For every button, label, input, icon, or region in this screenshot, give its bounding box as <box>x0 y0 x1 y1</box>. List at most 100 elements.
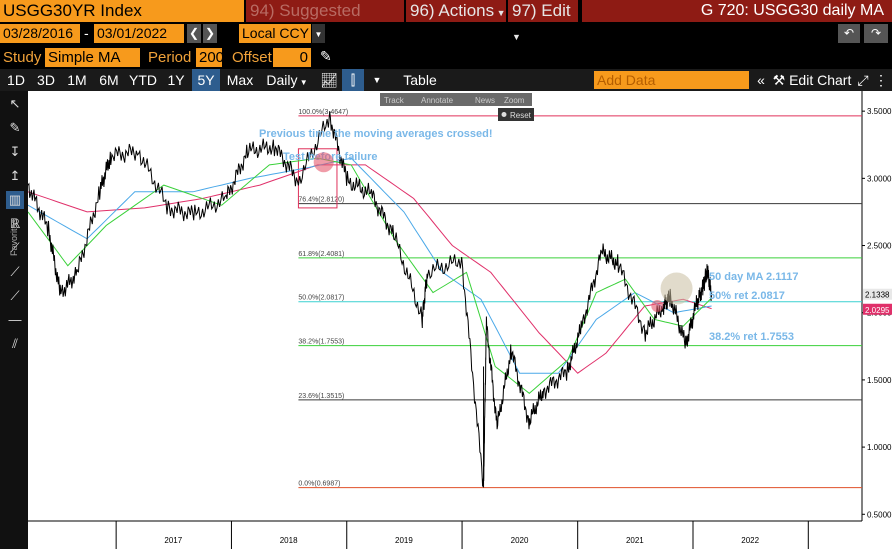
fib-label: 38.2%(1.7553) <box>298 339 344 346</box>
edit-label: 97) Edit <box>512 1 571 20</box>
fib-label: 50.0%(2.0817) <box>298 295 344 302</box>
frequency-dropdown-icon: ▼ <box>297 78 308 87</box>
range-3d[interactable]: 3D <box>37 72 55 88</box>
highlight-circle <box>651 300 664 312</box>
x-tick-label: 2019 <box>395 536 413 545</box>
redo-button[interactable]: ↷ <box>864 24 888 43</box>
currency-dropdown-button[interactable]: ▼ <box>312 24 325 43</box>
reset-button[interactable]: Reset <box>510 111 532 120</box>
highlight-circle <box>660 272 693 305</box>
fib-label: 76.4%(2.8120) <box>298 197 344 204</box>
offset-field[interactable]: 0 <box>273 48 311 67</box>
pencil-icon[interactable]: ✎ <box>320 48 332 64</box>
segment-icon[interactable]: ⟋ <box>10 288 20 303</box>
range-1m[interactable]: 1M <box>67 72 87 88</box>
range-max[interactable]: Max <box>226 72 254 88</box>
retracement-icon[interactable]: ℝ <box>9 216 21 231</box>
current-price-tag <box>863 288 892 300</box>
y-tick-label: 1.5000 <box>867 376 892 385</box>
cursor-icon[interactable]: ↖ <box>9 96 21 111</box>
chart-title: G 720: USGG30 daily MA <box>582 0 892 22</box>
annotation-50-ret: 50% ret 2.0817 <box>709 290 785 302</box>
chevron-left-icon: ❮ <box>188 26 200 40</box>
x-tick-label: 2021 <box>626 536 644 545</box>
x-tick-label: 2022 <box>741 536 759 545</box>
date-separator: - <box>84 25 89 41</box>
y-tick-label: 3.0000 <box>867 174 892 183</box>
fib-down-icon[interactable]: ↧ <box>9 144 21 159</box>
horizontal-line-icon[interactable]: — <box>8 312 22 327</box>
edit-dropdown-icon: ▼ <box>512 32 521 42</box>
end-date-field[interactable]: 03/01/2022 <box>94 24 184 43</box>
frequency-select[interactable]: Daily ▼ <box>260 69 314 91</box>
annotation-382-ret: 38.2% ret 1.7553 <box>709 331 794 343</box>
y-tick-label: 3.5000 <box>867 107 892 116</box>
study-label: Study <box>3 49 42 66</box>
fib-up-icon[interactable]: ↥ <box>9 168 21 183</box>
favorites-label: Favorites <box>9 218 19 256</box>
actions-menu[interactable]: 96) Actions ▼ <box>406 0 506 22</box>
more-button[interactable]: ⋮ <box>874 69 888 91</box>
news-button[interactable]: News <box>475 96 495 105</box>
highlight-circle <box>313 152 334 173</box>
table-button[interactable]: Table <box>403 72 437 88</box>
maximize-icon: ⤢ <box>857 72 869 88</box>
suggested-charts-menu[interactable]: 94) Suggested Charts <box>246 0 404 42</box>
current-price-label: 2.1338 <box>865 291 890 300</box>
range-1d[interactable]: 1D <box>7 72 25 88</box>
wrench-icon: ⚒︎ <box>772 72 786 88</box>
more-icon: ⋮ <box>874 72 888 88</box>
y-tick-label: 1.0000 <box>867 443 892 452</box>
fib-label: 100.0%(3.4647) <box>298 109 348 116</box>
undo-button[interactable]: ↶ <box>838 24 860 43</box>
collapse-button[interactable]: « <box>752 69 770 91</box>
fib-label: 0.0%(0.6987) <box>298 481 340 488</box>
start-date-field[interactable]: 03/28/2016 <box>0 24 80 43</box>
price-chart[interactable]: 100.0%(3.4647) 76.4%(2.8120) 61.8%(2.4081)… <box>28 91 892 549</box>
ma200-line <box>28 164 712 374</box>
channel-icon[interactable]: ⫽ <box>12 336 18 351</box>
currency-field[interactable]: Local CCY <box>239 24 311 43</box>
double-chevron-left-icon: « <box>757 72 765 88</box>
track-button[interactable]: Track <box>384 96 405 105</box>
chevron-down-icon: ▼ <box>372 75 382 85</box>
annotation-50dma: 50 day MA 2.1117 <box>709 271 799 283</box>
chart-type-dropdown[interactable]: ▼ <box>368 69 386 91</box>
fib-label: 23.6%(1.3515) <box>298 393 344 400</box>
edit-chart-button[interactable]: ⚒︎ Edit Chart <box>772 69 852 91</box>
line-chart-button[interactable]: 📈︎ <box>318 69 340 91</box>
period-label: Period <box>148 49 192 66</box>
range-5y[interactable]: 5Y <box>192 69 220 91</box>
column-tool-icon[interactable]: ▥ <box>6 191 24 209</box>
ray-icon[interactable]: ⟋ <box>10 264 20 279</box>
ticker-field[interactable]: USGG30YR Index <box>0 0 244 22</box>
mini-toolbar: Track Annotate News Zoom Reset <box>380 93 534 121</box>
ma50-line <box>28 157 712 394</box>
line-chart-icon: 📈︎ <box>320 72 338 88</box>
period-field[interactable]: 200 <box>196 48 224 67</box>
x-axis-area <box>28 521 892 549</box>
trendline-icon[interactable]: ⟋ <box>10 240 20 255</box>
offset-label: Offset <box>232 49 272 66</box>
add-data-input[interactable]: Add Data <box>594 71 749 89</box>
redo-icon: ↷ <box>870 26 882 40</box>
range-ytd[interactable]: YTD <box>129 72 157 88</box>
pencil-tool-icon[interactable]: ✎ <box>9 120 21 135</box>
expand-button[interactable]: ⤢ <box>856 69 870 91</box>
edit-menu[interactable]: 97) Edit ▼ <box>508 0 578 42</box>
chevron-down-icon: ▼ <box>314 30 323 39</box>
study-field[interactable]: Simple MA <box>45 48 140 67</box>
date-prev-button[interactable]: ❮ <box>187 24 201 43</box>
undo-icon: ↶ <box>843 26 855 40</box>
zoom-button[interactable]: Zoom <box>504 96 525 105</box>
edit-chart-label: Edit Chart <box>789 72 852 88</box>
drawing-tools-panel: ↖ ✎ ↧ ↥ ▥ ℝ ⟋ ⟋ ⟋ — ⫽ Favorites <box>0 91 28 549</box>
annotate-button[interactable]: Annotate <box>421 96 454 105</box>
y-axis-area <box>862 91 892 549</box>
candle-chart-button[interactable]: ⫿ <box>342 69 364 91</box>
range-6m[interactable]: 6M <box>99 72 119 88</box>
date-next-button[interactable]: ❯ <box>203 24 217 43</box>
plot-area <box>28 91 862 521</box>
range-1y[interactable]: 1Y <box>167 72 185 88</box>
y-tick-label: 2.5000 <box>867 242 892 251</box>
